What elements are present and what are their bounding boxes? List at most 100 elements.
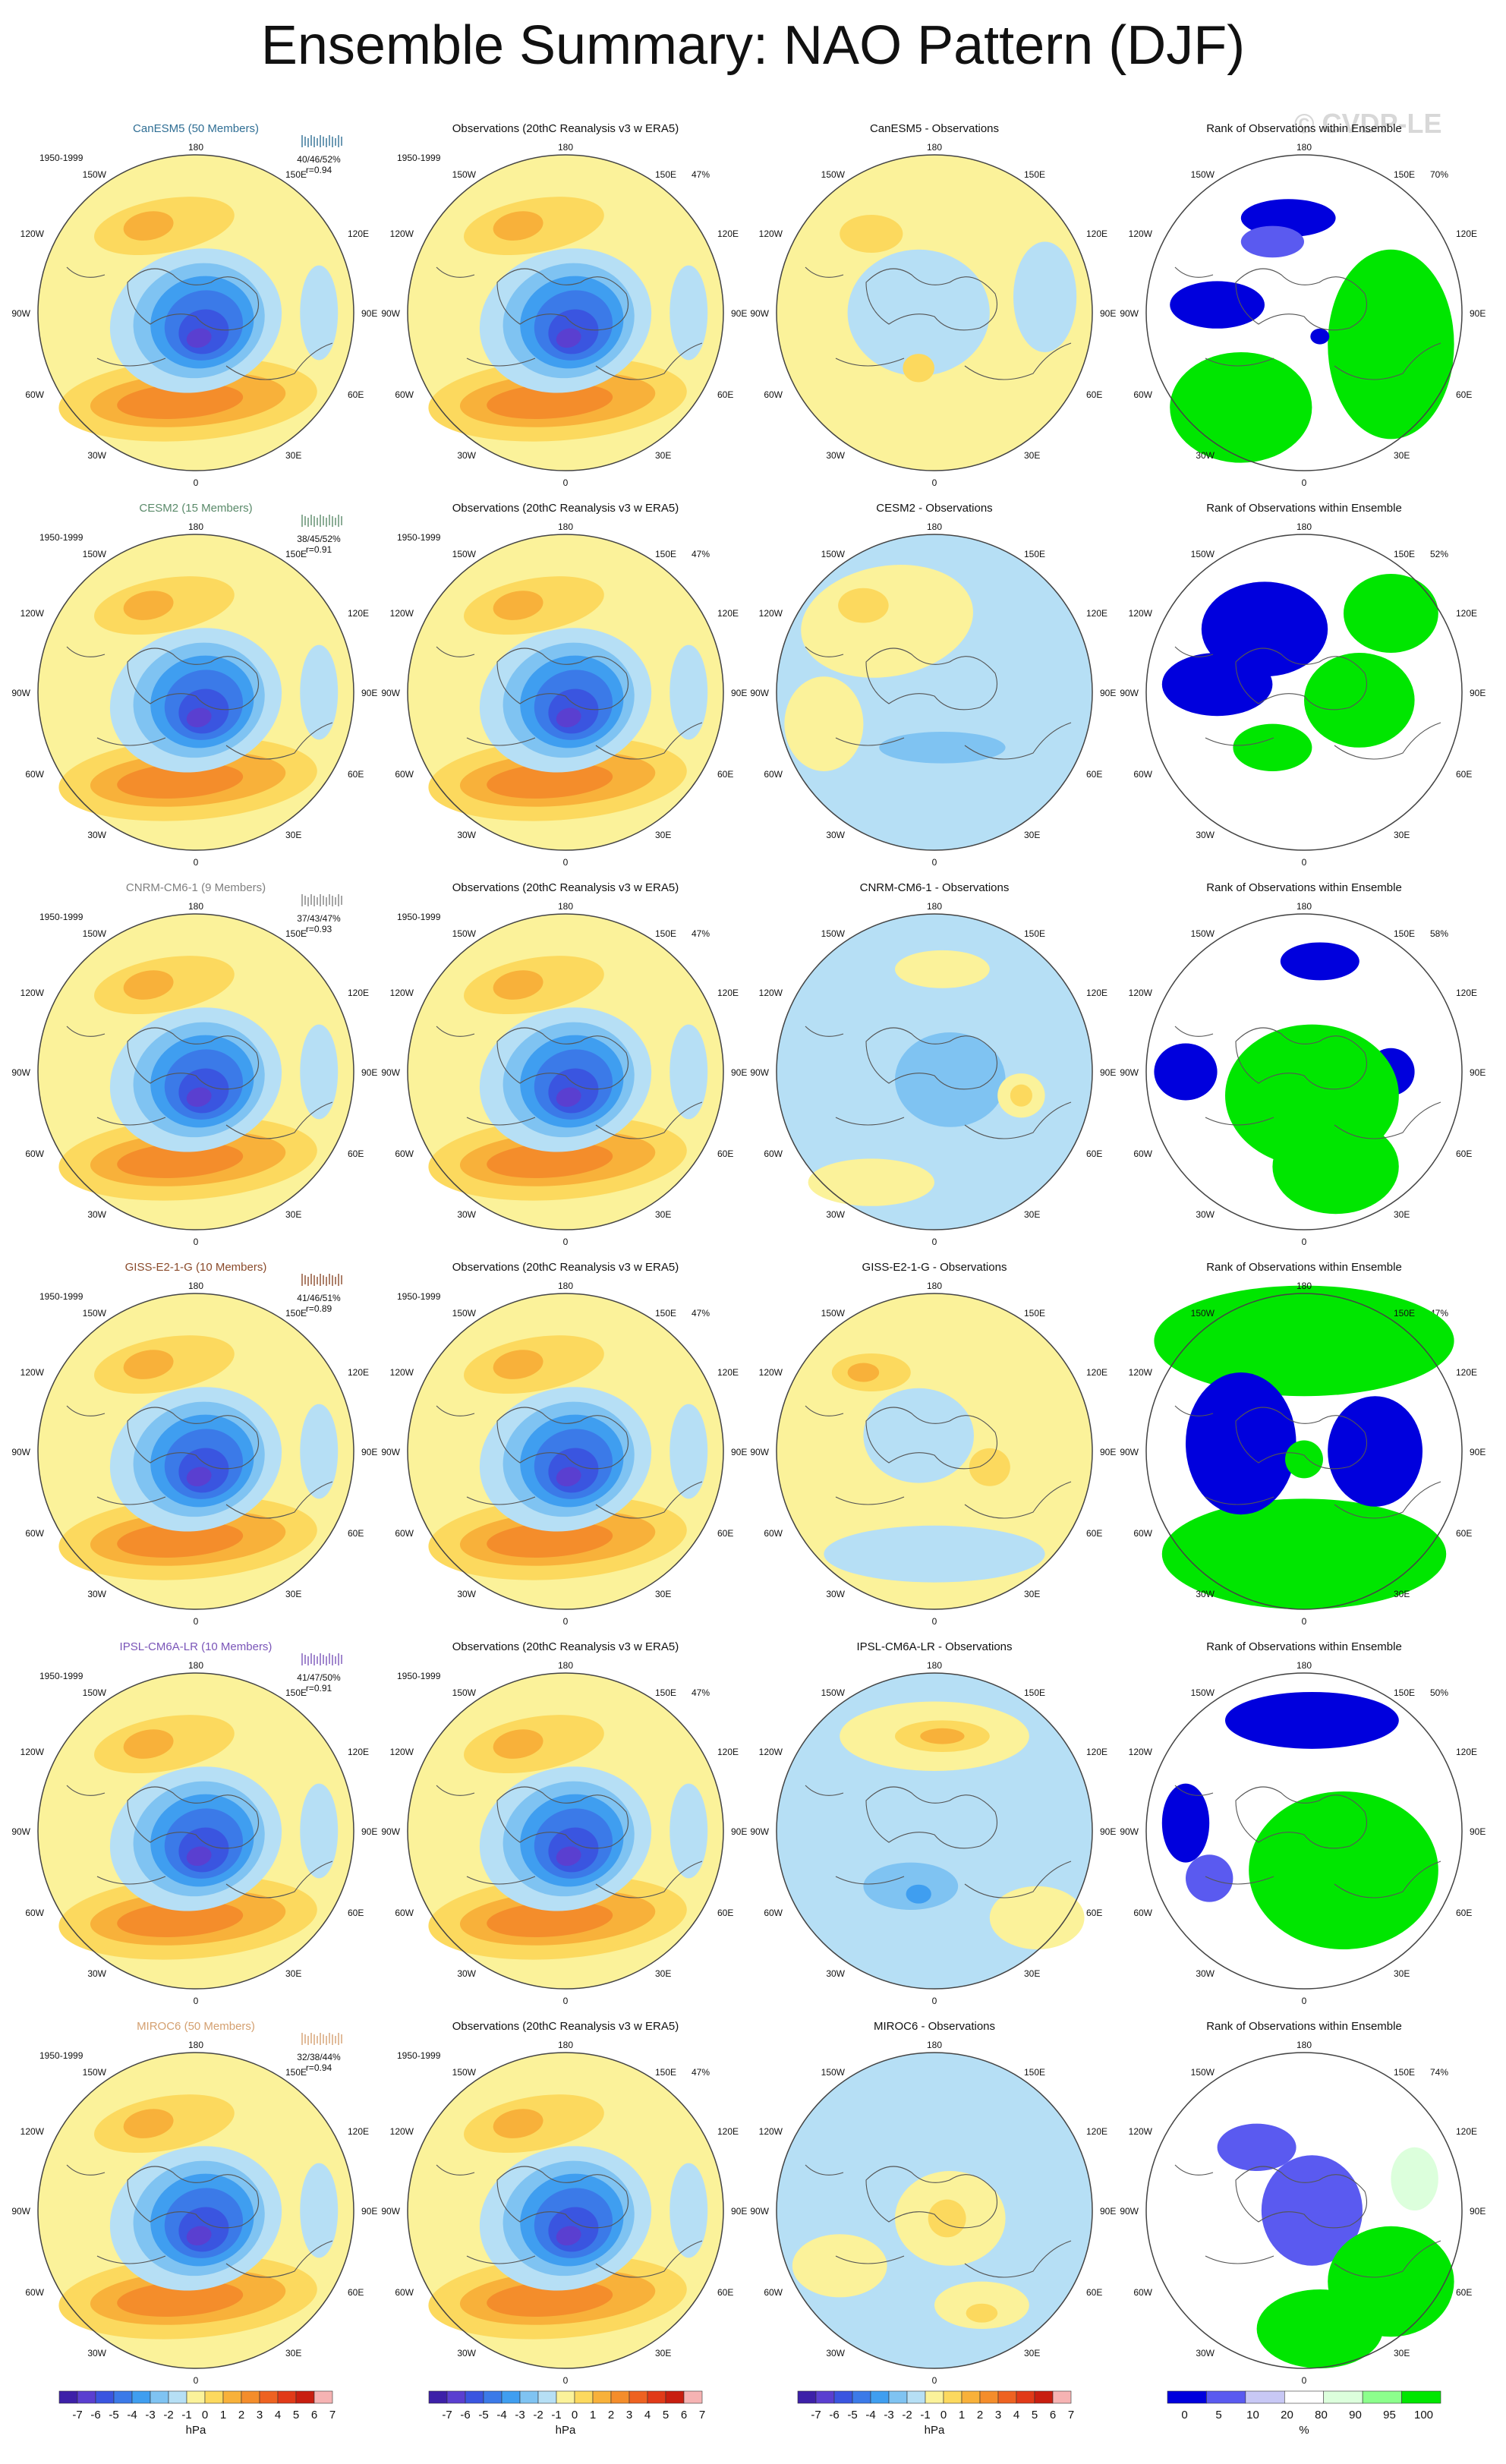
model-lon-label: 150E (285, 1308, 307, 1319)
model-lon-label: 180 (188, 2040, 203, 2050)
diff-lon-label: 150W (821, 169, 846, 180)
rank-lon-label: 180 (1296, 901, 1312, 912)
diff-lon-label: 30W (826, 1209, 845, 1220)
obs-lon-label: 90E (731, 688, 747, 698)
diff-lon-label: 60E (1086, 389, 1102, 400)
coastline-2 (805, 1405, 1072, 1519)
arctic-low-core (186, 328, 212, 348)
obs-lon-label: 30E (655, 2348, 671, 2358)
diff-lon-label: 150E (1024, 1308, 1045, 1319)
diff-lon-label: 150E (1024, 2067, 1045, 2078)
model-lon-label: 90W (11, 308, 30, 319)
model-lon-label: 60E (348, 389, 364, 400)
model-lon-label: 90E (361, 1067, 377, 1078)
model-lon-label: 150W (83, 169, 107, 180)
rank-lon-label: 60E (1456, 389, 1472, 400)
colorbar-swatch (446, 2390, 466, 2404)
colorbar-swatch (797, 2390, 817, 2404)
rank-lon-label: 180 (1296, 1660, 1312, 1671)
rank-map (1145, 2052, 1463, 2369)
model-lon-label: 60W (25, 1149, 44, 1159)
obs-lon-label: 120E (717, 1747, 739, 1757)
diff-lon-label: 60W (764, 389, 783, 400)
diff-pos-core (920, 1728, 965, 1744)
coastline-2 (805, 266, 1072, 380)
pacific-high-inner (123, 1729, 174, 1759)
obs-pct-label: 47% (692, 549, 710, 559)
diff-title: IPSL-CM6A-LR - Observations (856, 1640, 1012, 1653)
model-map (37, 2052, 354, 2369)
model-lon-label: 60E (348, 769, 364, 780)
colorbar-tick-label: -6 (460, 2409, 470, 2421)
colorbar-swatch (1052, 2390, 1072, 2404)
pacific-high-inner (493, 1350, 543, 1379)
atlantic-high-core (487, 2280, 613, 2317)
pacific-high-inner (123, 211, 174, 241)
diff-lon-label: 90W (750, 1826, 769, 1837)
colorbar-swatch (1034, 2390, 1054, 2404)
coastline-2 (66, 1405, 333, 1519)
coastline (1235, 1027, 1368, 1090)
rank-lon-label: 60E (1456, 769, 1472, 780)
diff-lon-label: 180 (927, 2040, 942, 2050)
diff-lon-label: 120W (759, 1747, 783, 1757)
colorbar-tick-label: 100 (1414, 2409, 1433, 2421)
obs-lon-label: 0 (563, 477, 569, 488)
obs-lon-label: 150W (452, 1687, 477, 1698)
colorbar-tick-label: -4 (127, 2409, 137, 2421)
diff-lon-label: 0 (932, 1616, 937, 1627)
diff-map (776, 1293, 1093, 1610)
obs-pct-label: 47% (692, 1687, 710, 1698)
colorbar-tick-label: 3 (626, 2409, 632, 2421)
map-border (37, 1293, 354, 1610)
obs-map (407, 913, 724, 1230)
rank-region-4 (1233, 723, 1312, 771)
obs-lon-label: 180 (558, 1281, 573, 1291)
colorbar-tick-label: -2 (163, 2409, 173, 2421)
diff-pos-north (895, 950, 990, 988)
colorbar-tick-label: -1 (181, 2409, 191, 2421)
diff-lon-label: 30W (826, 1968, 845, 1979)
rank-region-4 (1240, 225, 1304, 258)
atlantic-high-core (117, 1521, 244, 1558)
obs-lon-label: 90W (381, 688, 400, 698)
map-border (37, 2052, 354, 2369)
colorbar-tick-label: 7 (329, 2409, 336, 2421)
colorbar-swatch (277, 2390, 297, 2404)
rank-lon-label: 150E (1394, 2067, 1415, 2078)
diff-lon-label: 90W (750, 1447, 769, 1457)
arctic-low-core (186, 1846, 212, 1867)
model-lon-label: 60W (25, 1908, 44, 1918)
rank-lon-label: 120E (1456, 1367, 1477, 1378)
diff-pos-pacific (801, 565, 973, 678)
coastline (496, 1027, 629, 1090)
diff-lon-label: 90E (1100, 2206, 1116, 2217)
arctic-low-core (186, 2226, 212, 2246)
pacific-high-inner (493, 211, 543, 241)
obs-lon-label: 90E (731, 1826, 747, 1837)
model-lon-label: 150W (83, 1687, 107, 1698)
east-low-tongue (670, 2163, 708, 2258)
coastline (865, 1407, 998, 1470)
diff-lon-label: 150W (821, 1687, 846, 1698)
colorbar-tick-label: 5 (1032, 2409, 1038, 2421)
diff-title: CESM2 - Observations (876, 502, 992, 515)
arctic-low-core (186, 707, 212, 728)
map-border (1145, 534, 1463, 851)
stats-label: 40/46/52% (297, 154, 341, 165)
obs-lon-label: 120E (717, 2126, 739, 2137)
obs-map (407, 2052, 724, 2369)
coastline-2 (66, 646, 333, 760)
coastline-2 (436, 646, 703, 760)
obs-lon-label: 30E (655, 1209, 671, 1220)
obs-lon-label: 90E (731, 1447, 747, 1457)
r-label: r=0.89 (306, 1303, 332, 1314)
obs-lon-label: 60E (717, 1528, 733, 1539)
coastline (496, 1786, 629, 1849)
rank-region-3 (1328, 1396, 1423, 1507)
colorbar-swatch (295, 2390, 315, 2404)
diff-pos-core (928, 2199, 966, 2238)
colorbar-tick-label: -2 (902, 2409, 912, 2421)
